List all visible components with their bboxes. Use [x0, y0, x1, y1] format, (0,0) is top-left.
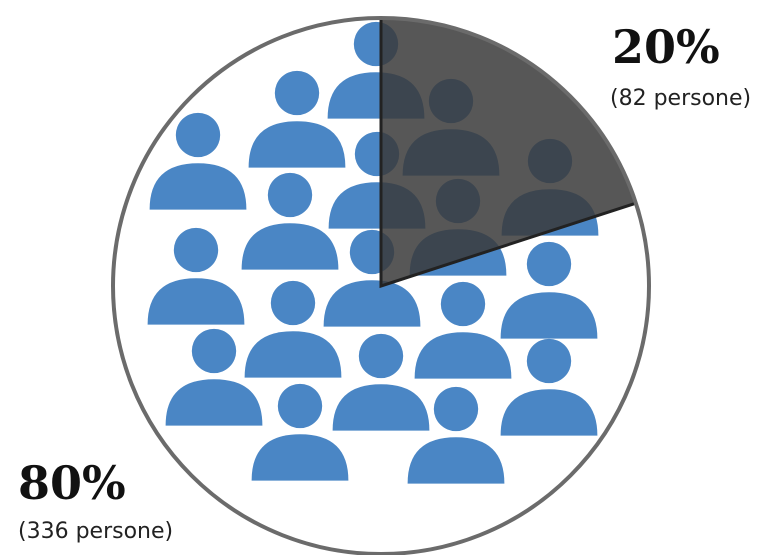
slice-label-80-percent: 80%	[18, 456, 126, 510]
pie-outline	[111, 16, 651, 555]
slice-sublabel-82-persone: (82 persone)	[610, 86, 752, 111]
slice-sublabel-336-persone: (336 persone)	[18, 519, 174, 544]
slice-label-20-percent: 20%	[612, 20, 720, 74]
